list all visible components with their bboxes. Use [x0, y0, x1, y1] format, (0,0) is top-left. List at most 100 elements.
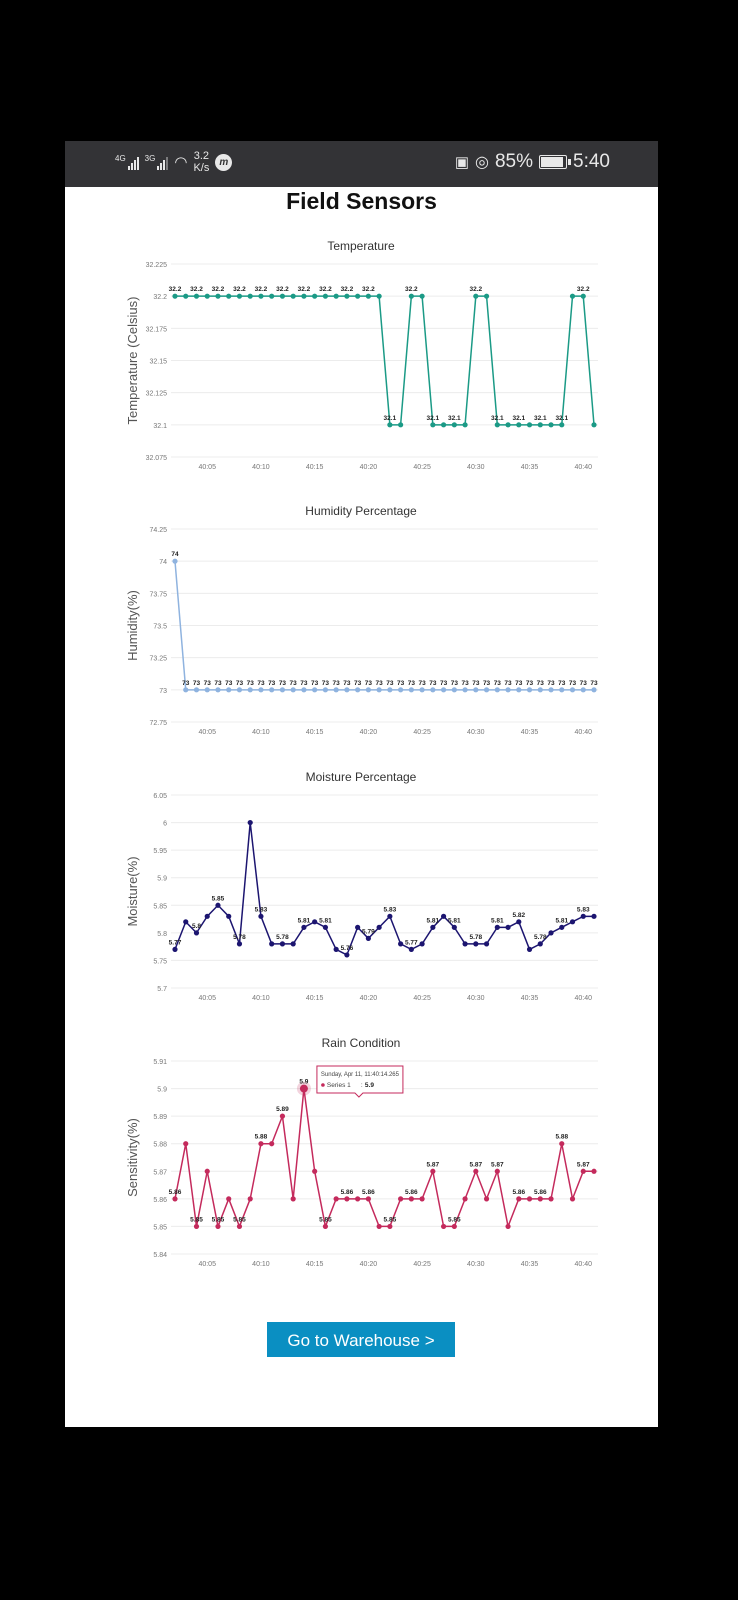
data-label: 73: [386, 680, 394, 687]
data-label: 32.2: [169, 286, 182, 293]
data-point: [419, 1196, 425, 1202]
data-label: 73: [429, 680, 437, 687]
wifi-icon: ◠: [174, 154, 188, 171]
x-tick-label: 40:20: [360, 1261, 378, 1268]
data-point: [440, 422, 447, 428]
series-line: [175, 295, 595, 426]
data-label: 73: [397, 680, 405, 687]
chart-title: Humidity Percentage: [305, 504, 417, 518]
data-point: [204, 1168, 210, 1174]
network-type-2: 3G: [144, 154, 156, 163]
series-line: [174, 822, 594, 956]
data-point: [569, 687, 576, 693]
data-point: [462, 1196, 468, 1202]
data-point: [322, 1223, 329, 1230]
chart-title: Rain Condition: [322, 1036, 401, 1050]
data-point: [172, 946, 178, 952]
y-tick-label: 32.1: [153, 423, 167, 430]
data-point: [247, 293, 253, 299]
data-point: [258, 1141, 264, 1147]
data-label: 5.86: [534, 1189, 547, 1196]
data-point: [365, 293, 371, 299]
data-point: [440, 1223, 447, 1230]
data-point: [376, 924, 382, 930]
data-point: [473, 687, 479, 693]
data-point: [430, 1168, 436, 1174]
data-label: 73: [569, 680, 577, 687]
data-label: 73: [515, 680, 523, 687]
data-point: [183, 293, 189, 299]
data-point: [473, 293, 479, 299]
data-point: [215, 902, 221, 908]
data-label: 73: [311, 680, 319, 687]
tooltip-series-name: Series 1: [327, 1082, 351, 1089]
data-label: 73: [193, 680, 201, 687]
data-point: [312, 919, 318, 925]
data-point: [505, 422, 511, 428]
data-point: [569, 293, 576, 299]
data-point: [569, 919, 576, 925]
data-point: [365, 687, 371, 693]
rain-chart: Rain Condition Sensitivity(%) 5.84 5.85 5.86…: [125, 1036, 598, 1268]
data-label: 5.85: [212, 895, 225, 902]
x-tick-label: 40:20: [360, 729, 378, 736]
data-label: 5.76: [341, 945, 354, 952]
data-label: 73: [354, 680, 362, 687]
data-point: [269, 687, 275, 693]
x-tick-label: 40:40: [574, 1261, 592, 1268]
y-tick-label: 73: [159, 688, 167, 695]
data-point: [183, 1141, 189, 1147]
data-label: 5.85: [190, 1216, 203, 1223]
data-point: [312, 1168, 318, 1174]
data-label: 73: [268, 680, 276, 687]
y-tick-label: 5.7: [157, 986, 167, 993]
y-tick-label: 32.175: [146, 326, 168, 333]
x-tick-label: 40:10: [252, 729, 270, 736]
data-label: 73: [290, 680, 298, 687]
data-point: [548, 687, 554, 693]
data-point: [398, 1196, 404, 1202]
x-tick-label: 40:40: [574, 464, 592, 471]
data-point: [344, 952, 350, 958]
data-point: [172, 1196, 178, 1202]
data-label: 73: [343, 680, 351, 687]
page-title: Field Sensors: [286, 188, 437, 214]
data-point: [183, 919, 189, 925]
data-point: [494, 1168, 500, 1174]
tooltip-value: 5.9: [365, 1082, 374, 1089]
data-label: 73: [408, 680, 416, 687]
y-tick-label: 5.85: [153, 1224, 167, 1231]
data-label: 73: [236, 680, 244, 687]
data-point: [290, 293, 296, 299]
data-point: [387, 1223, 393, 1230]
data-point: [483, 941, 490, 947]
cast-icon: ▣: [454, 154, 470, 171]
y-tick-label: 32.125: [146, 391, 168, 398]
data-point: [258, 687, 264, 693]
data-label: 5.86: [405, 1189, 418, 1196]
chart-title: Temperature: [327, 239, 395, 253]
data-label: 73: [247, 680, 255, 687]
data-point: [548, 930, 554, 936]
data-label: 32.2: [469, 286, 482, 293]
data-point: [505, 687, 511, 693]
data-point: [247, 687, 253, 693]
x-tick-label: 40:35: [521, 1261, 539, 1268]
data-point: [451, 924, 457, 930]
x-tick-label: 40:10: [252, 464, 270, 471]
data-point: [430, 924, 436, 930]
data-label: 5.83: [577, 906, 590, 913]
tooltip-series-marker: [321, 1083, 325, 1087]
data-point: [333, 687, 339, 693]
y-tick-label: 32.2: [153, 294, 167, 301]
data-point: [247, 1196, 253, 1202]
x-tick-label: 40:30: [467, 464, 485, 471]
data-point: [473, 1168, 479, 1174]
y-tick-label: 74: [159, 559, 167, 566]
x-tick-label: 40:05: [198, 1261, 216, 1268]
data-point: [204, 293, 210, 299]
data-point: [537, 422, 543, 428]
go-to-warehouse-button[interactable]: Go to Warehouse >: [267, 1322, 455, 1357]
data-point: [269, 1141, 275, 1147]
x-tick-label: 40:10: [252, 995, 270, 1002]
